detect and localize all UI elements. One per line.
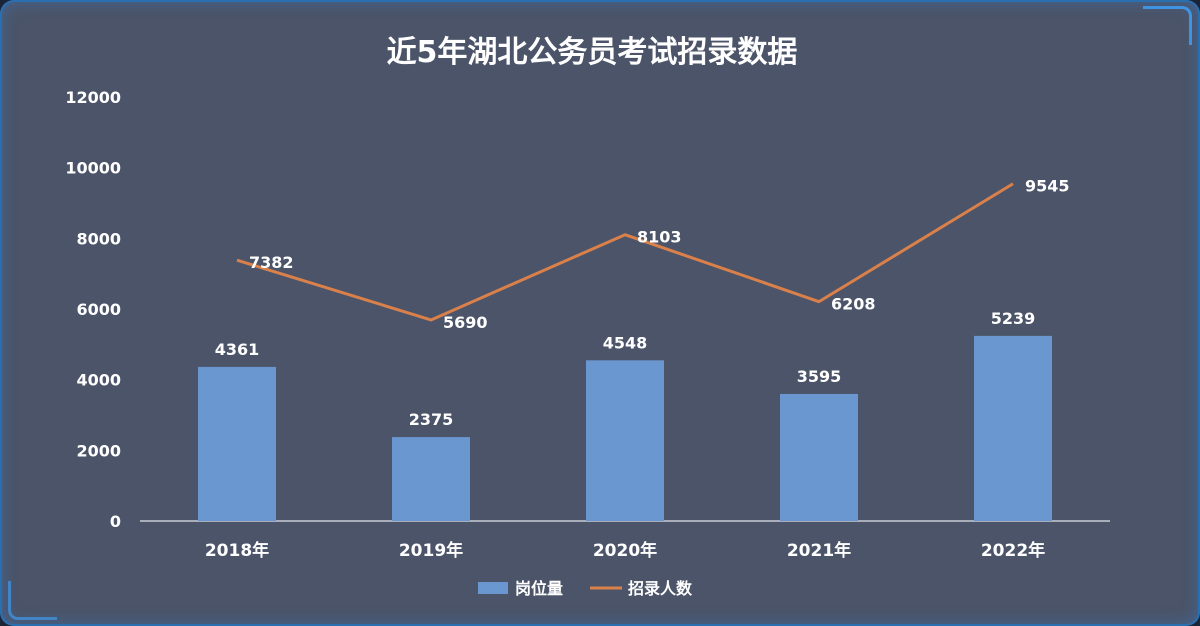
bar [780, 393, 858, 521]
bar-data-label: 2375 [409, 410, 454, 429]
y-tick-label: 0 [110, 512, 121, 531]
bar-data-label: 4361 [215, 340, 260, 359]
y-tick-label: 12000 [65, 88, 121, 107]
bar-data-label: 3595 [797, 367, 842, 386]
bar-data-label: 5239 [991, 309, 1036, 328]
bar-series: 4361 2375 4548 3595 5239 [198, 309, 1052, 521]
line-path [236, 182, 1014, 322]
y-axis: 0 2000 4000 6000 8000 10000 12000 [65, 88, 121, 531]
legend: 岗位量 招录人数 [478, 579, 693, 598]
legend-label-line: 招录人数 [628, 579, 693, 598]
x-tick-label: 2019年 [399, 540, 463, 561]
bar [198, 366, 276, 521]
corner-decoration [8, 581, 57, 620]
line-data-label: 8103 [637, 228, 682, 247]
y-tick-label: 4000 [76, 371, 121, 390]
legend-swatch-bar [478, 582, 508, 594]
chart-title: 近5年湖北公务员考试招录数据 [387, 35, 798, 70]
bar [974, 335, 1052, 521]
legend-label-bar: 岗位量 [515, 579, 563, 598]
bar [586, 360, 664, 521]
line-series: 7382 5690 8103 6208 9545 [236, 177, 1070, 332]
x-tick-label: 2018年 [205, 540, 269, 561]
line-data-label: 5690 [443, 313, 488, 332]
x-axis: 2018年 2019年 2020年 2021年 2022年 [205, 540, 1045, 561]
x-tick-label: 2022年 [981, 540, 1045, 561]
x-tick-label: 2021年 [787, 540, 851, 561]
y-tick-label: 8000 [76, 229, 121, 248]
y-tick-label: 2000 [76, 441, 121, 460]
bar-data-label: 4548 [603, 333, 648, 352]
corner-decoration [1143, 6, 1192, 45]
bar [392, 437, 470, 521]
line-data-label: 9545 [1025, 177, 1070, 196]
x-tick-label: 2020年 [593, 540, 657, 561]
y-tick-label: 6000 [76, 300, 121, 319]
y-tick-label: 10000 [65, 159, 121, 178]
line-data-label: 6208 [831, 295, 876, 314]
line-data-label: 7382 [249, 253, 294, 272]
